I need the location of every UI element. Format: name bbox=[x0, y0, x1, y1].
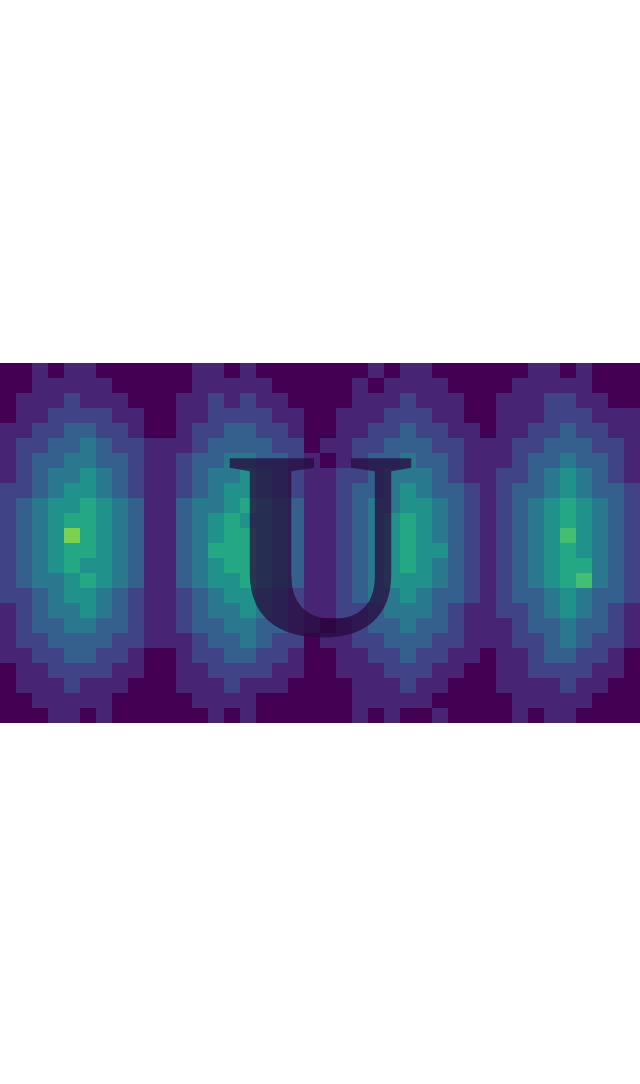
svg-text:U: U bbox=[223, 394, 418, 693]
